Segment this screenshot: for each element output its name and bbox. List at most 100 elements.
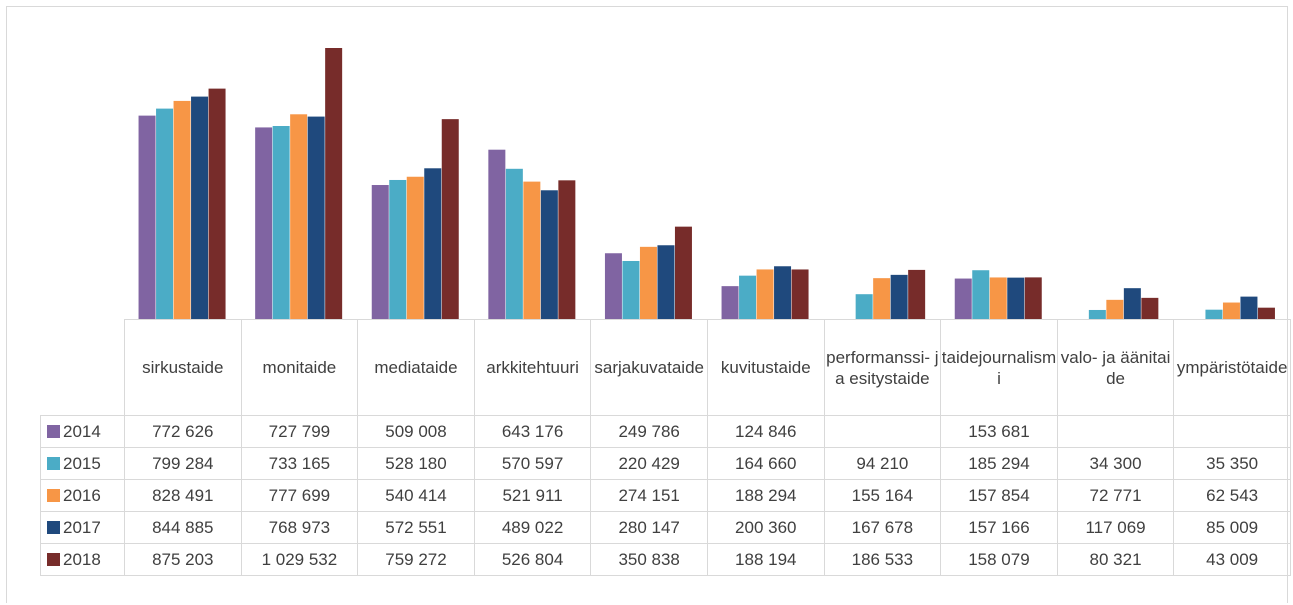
category-label-text: mediataide — [374, 358, 458, 377]
data-label: 200 360 — [706, 511, 825, 544]
data-label: 153 681 — [940, 415, 1058, 448]
series-legend-entry: 2018 — [40, 543, 125, 576]
bar-2014-0 — [138, 115, 156, 320]
data-label: 489 022 — [473, 511, 592, 544]
data-label: 85 009 — [1173, 511, 1291, 544]
bar-2017-2 — [424, 168, 442, 319]
bar-2015-2 — [389, 179, 407, 319]
category-label-text: arkkitehtuuri — [486, 358, 579, 377]
data-label: 540 414 — [357, 479, 475, 512]
data-label: 72 771 — [1056, 479, 1175, 512]
bar-2017-1 — [307, 116, 325, 319]
data-label: 521 911 — [473, 479, 592, 512]
bar-2015-9 — [1205, 309, 1223, 319]
data-label: 274 151 — [590, 479, 708, 512]
bar-2018-2 — [441, 119, 459, 319]
bar-2017-0 — [191, 96, 209, 319]
bar-2015-1 — [272, 126, 290, 319]
data-label: 733 165 — [240, 447, 359, 480]
data-label: 188 294 — [706, 479, 825, 512]
bar-2017-8 — [1123, 288, 1141, 319]
bar-2017-9 — [1240, 296, 1258, 319]
data-label: 280 147 — [590, 511, 708, 544]
series-legend-entry: 2016 — [40, 479, 125, 512]
legend-swatch — [47, 553, 60, 566]
data-label: 643 176 — [473, 415, 592, 448]
data-label: 875 203 — [124, 543, 242, 576]
series-name: 2014 — [63, 422, 101, 441]
data-label: 185 294 — [940, 447, 1058, 480]
data-label: 572 551 — [357, 511, 475, 544]
bar-2018-4 — [674, 226, 692, 319]
bar-2018-7 — [1024, 277, 1042, 319]
data-label: 526 804 — [473, 543, 592, 576]
data-label: 844 885 — [124, 511, 242, 544]
bar-2016-2 — [406, 176, 424, 319]
legend-swatch — [47, 425, 60, 438]
bar-2018-8 — [1141, 297, 1159, 319]
data-label: 94 210 — [823, 447, 942, 480]
series-name: 2017 — [63, 518, 101, 537]
legend-swatch — [47, 457, 60, 470]
series-legend-entry: 2015 — [40, 447, 125, 480]
series-legend-entry: 2017 — [40, 511, 125, 544]
bar-2018-6 — [908, 269, 926, 319]
table-row: 2018 875 203 1 029 532 759 272 526 804 350 83… — [40, 543, 1291, 576]
category-label-text: valo- ja äänitaide — [1060, 347, 1171, 388]
category-label-text: sarjakuvataide — [594, 358, 704, 377]
data-label: 188 194 — [706, 543, 825, 576]
data-label: 768 973 — [240, 511, 359, 544]
series-legend-entry: 2014 — [40, 415, 125, 448]
bar-2017-4 — [657, 245, 675, 319]
bar-2016-8 — [1106, 299, 1124, 319]
data-label — [1056, 415, 1175, 448]
data-label: 80 321 — [1056, 543, 1175, 576]
bar-2014-1 — [255, 127, 273, 319]
legend-swatch — [47, 521, 60, 534]
category-label: valo- ja äänitaide — [1056, 319, 1175, 416]
category-label-text: taidejournalismi — [941, 347, 1057, 388]
data-label: 570 597 — [473, 447, 592, 480]
bar-2017-7 — [1007, 277, 1025, 319]
data-label: 350 838 — [590, 543, 708, 576]
data-label: 799 284 — [124, 447, 242, 480]
data-label: 157 854 — [940, 479, 1058, 512]
bar-2014-2 — [371, 185, 389, 319]
bar-2014-4 — [604, 253, 622, 319]
category-label-text: ympäristötaide — [1176, 358, 1288, 377]
data-label — [823, 415, 942, 448]
data-label: 164 660 — [706, 447, 825, 480]
data-label: 759 272 — [357, 543, 475, 576]
category-label: mediataide — [357, 319, 475, 416]
table-row: 2016 828 491 777 699 540 414 521 911 274 151 1… — [40, 479, 1291, 512]
data-label: 167 678 — [823, 511, 942, 544]
bar-2018-1 — [325, 48, 343, 319]
bar-2015-7 — [972, 270, 990, 319]
category-label-text: sirkustaide — [142, 358, 224, 377]
bar-2016-4 — [639, 246, 657, 319]
chart-frame — [6, 6, 1288, 603]
bar-2018-3 — [558, 180, 576, 319]
category-label: performanssi- ja esitystaide — [823, 319, 942, 416]
legend-swatch — [47, 489, 60, 502]
table-row: 2017 844 885 768 973 572 551 489 022 280 147 2… — [40, 511, 1291, 544]
data-label: 43 009 — [1173, 543, 1291, 576]
data-label: 155 164 — [823, 479, 942, 512]
data-label: 35 350 — [1173, 447, 1291, 480]
bar-2014-3 — [488, 149, 506, 319]
data-label — [1173, 415, 1291, 448]
bar-2015-3 — [505, 168, 523, 319]
data-label: 509 008 — [357, 415, 475, 448]
data-label: 772 626 — [124, 415, 242, 448]
category-label-text: performanssi- ja esitystaide — [826, 347, 939, 388]
data-label: 249 786 — [590, 415, 708, 448]
bar-2014-5 — [721, 286, 739, 319]
data-label: 220 429 — [590, 447, 708, 480]
data-table: sirkustaide monitaide mediataide arkkitehtu… — [40, 319, 1291, 576]
series-name: 2015 — [63, 454, 101, 473]
series-name: 2018 — [63, 550, 101, 569]
bar-2016-0 — [173, 100, 191, 319]
bar-2016-3 — [523, 181, 541, 319]
bar-2016-5 — [756, 269, 774, 319]
bar-2017-3 — [540, 190, 558, 319]
